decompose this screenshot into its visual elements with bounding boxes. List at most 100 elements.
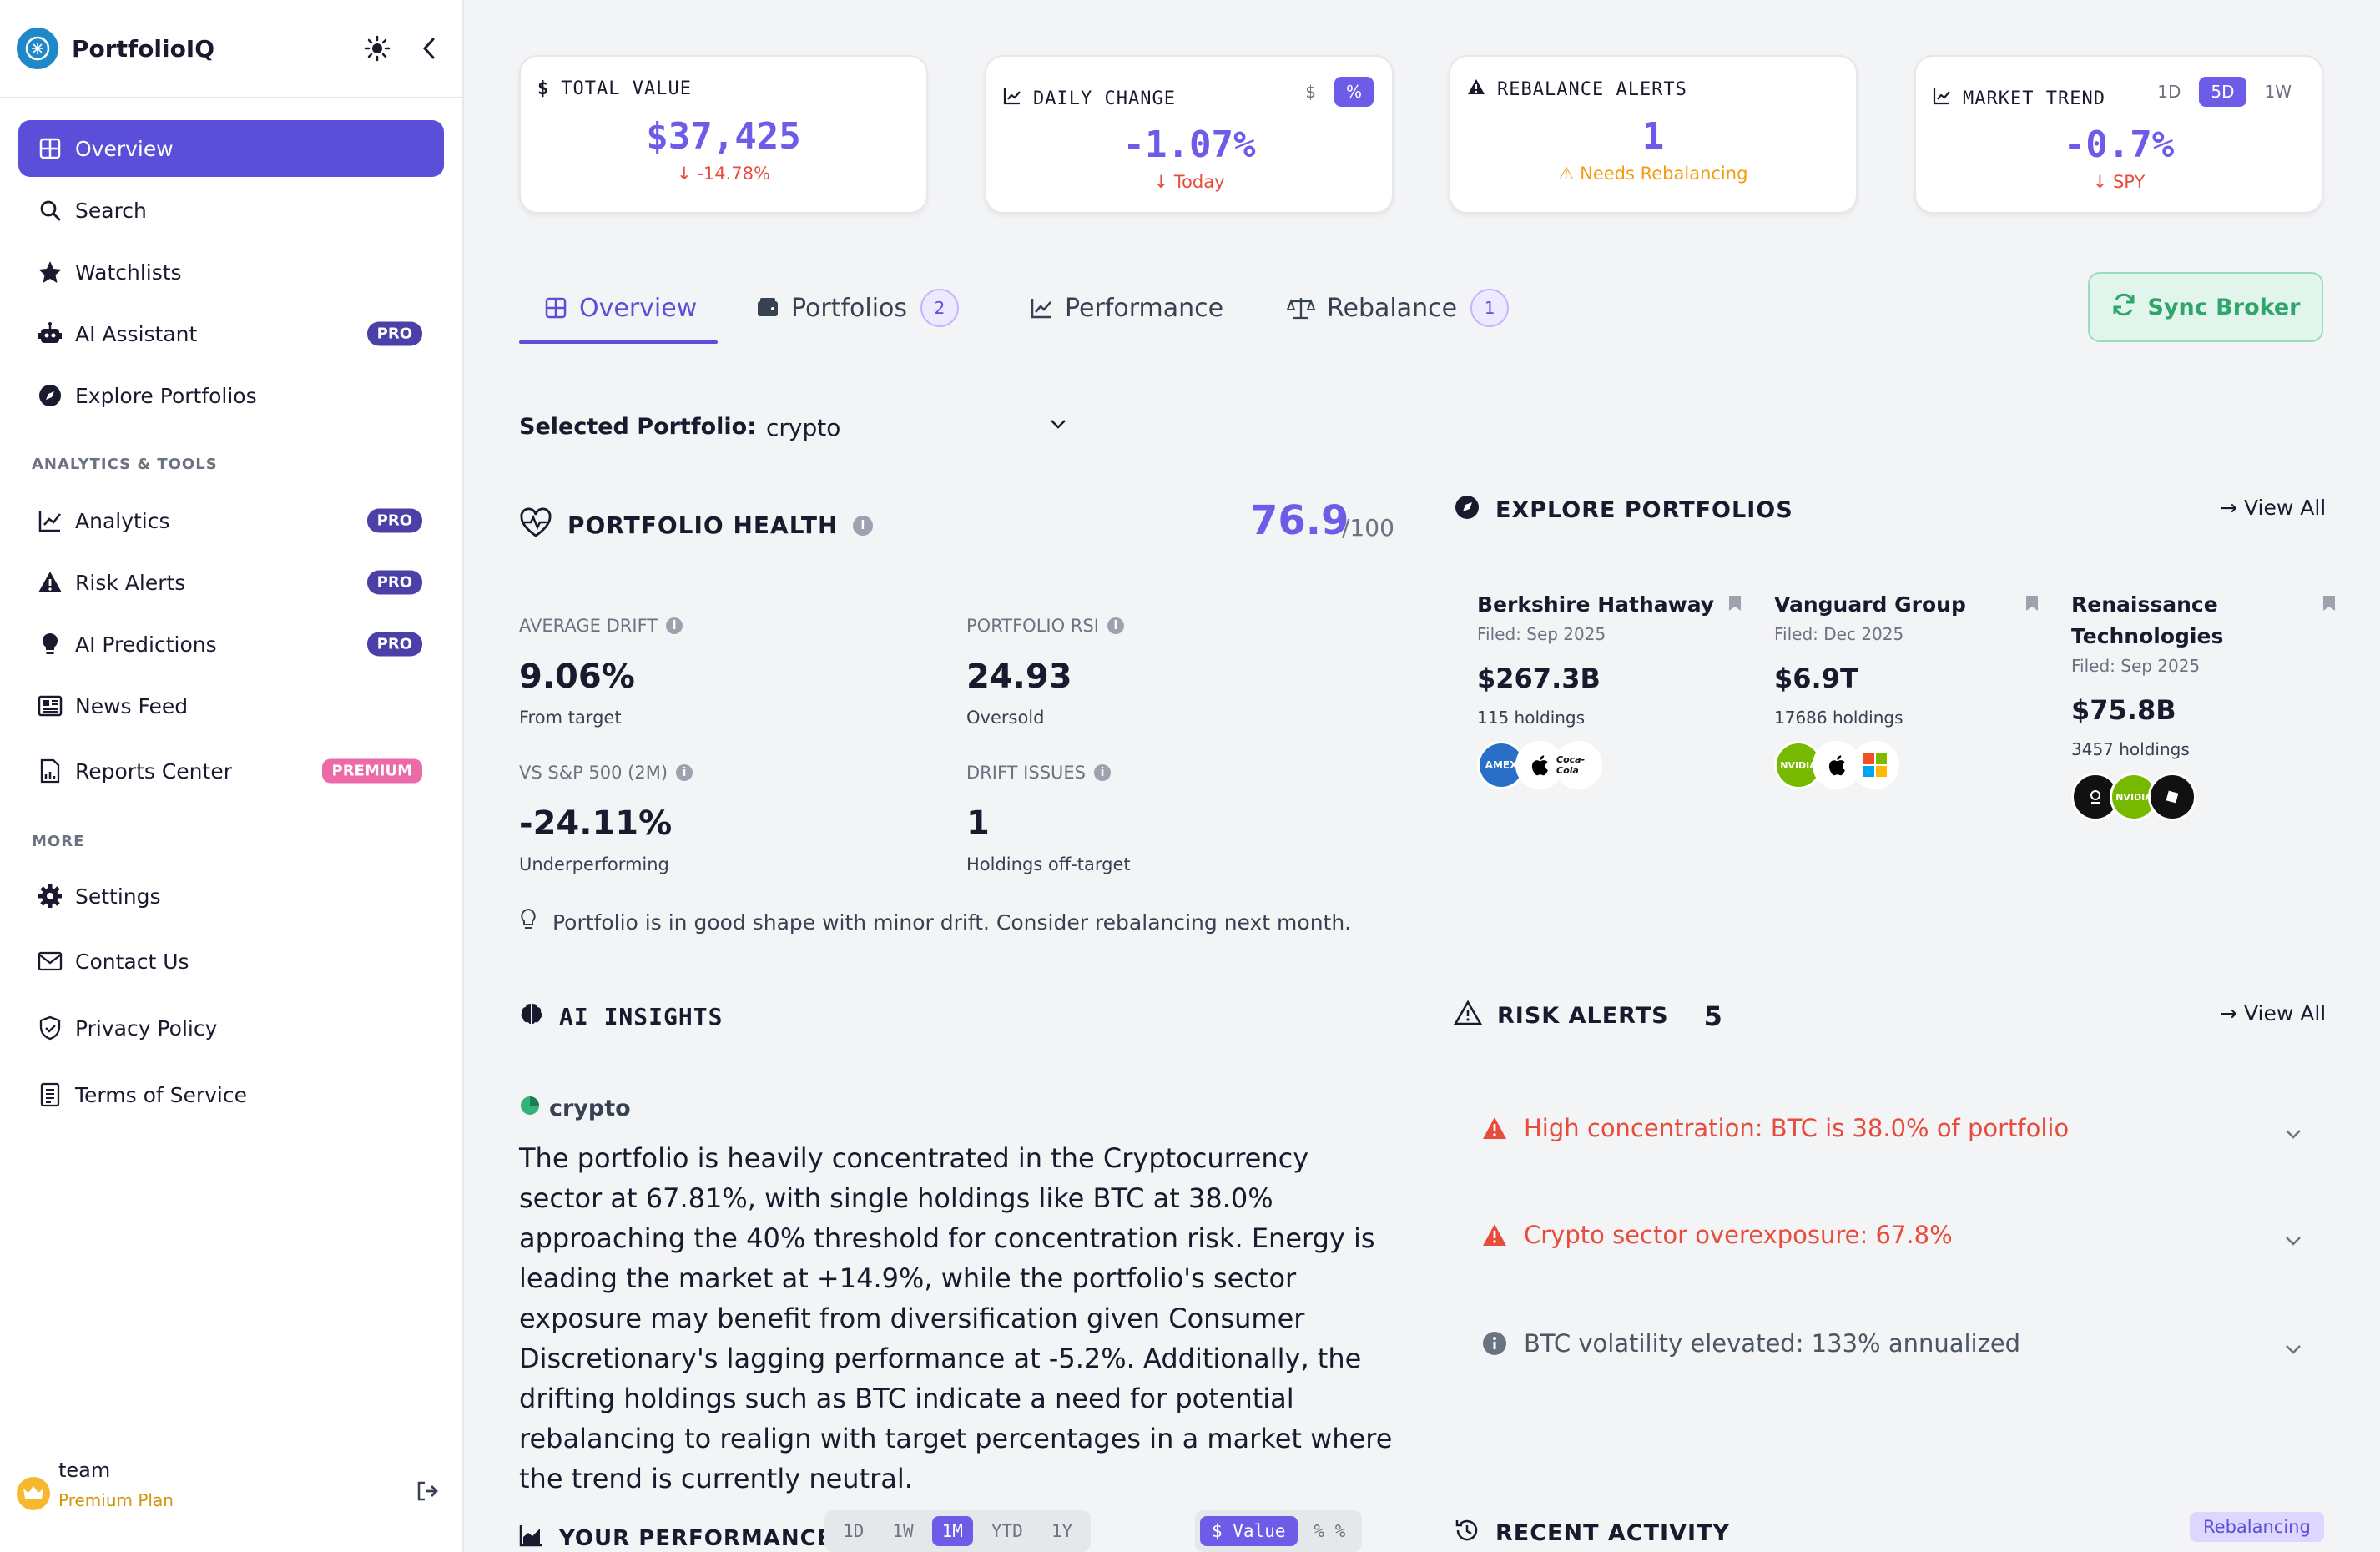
info-icon[interactable]: i [676, 764, 693, 781]
mode-percent[interactable]: % % [1314, 1521, 1346, 1541]
daily-toggle-dollar[interactable]: $ [1305, 82, 1316, 102]
explore-card-renaissance[interactable]: Renaissance Technologies Filed: Sep 2025… [2071, 589, 2347, 821]
risk-alert-item[interactable]: BTC volatility elevated: 133% annualized [1454, 1302, 2323, 1385]
chevron-down-icon[interactable] [2283, 1225, 2303, 1253]
nav-label: Reports Center [75, 758, 232, 784]
bookmark-icon[interactable] [2322, 594, 2337, 616]
nav-label: Watchlists [75, 260, 182, 285]
tab-performance[interactable]: Performance [1030, 272, 1223, 344]
nav-label: Settings [75, 884, 161, 909]
theme-toggle-sun-icon[interactable] [364, 35, 391, 65]
company-logo-icon [2148, 773, 2196, 821]
nav-item-overview[interactable]: Overview [18, 120, 444, 177]
collapse-sidebar-chevron-left-icon[interactable] [421, 37, 437, 63]
chevron-down-icon[interactable] [1048, 417, 1068, 434]
chevron-down-icon[interactable] [2283, 1118, 2303, 1146]
logout-icon[interactable] [416, 1480, 439, 1505]
nav-item-reports-center[interactable]: Reports Center PREMIUM [18, 743, 444, 799]
nav-item-search[interactable]: Search [18, 182, 444, 239]
daily-change-card: DAILY CHANGE $ % -1.07% ↓ Today [985, 55, 1394, 214]
sync-broker-button[interactable]: Sync Broker [2088, 272, 2323, 342]
explore-card-berkshire[interactable]: Berkshire Hathaway Filed: Sep 2025 $267.… [1477, 589, 1752, 789]
range-1y[interactable]: 1Y [1051, 1521, 1073, 1541]
bookmark-icon[interactable] [1727, 594, 1742, 616]
range-1w[interactable]: 1W [892, 1521, 914, 1541]
brand[interactable]: PortfolioIQ [17, 25, 214, 72]
mode-value[interactable]: $ Value [1200, 1516, 1298, 1546]
explore-card-value: $75.8B [2071, 694, 2176, 726]
nav-item-watchlists[interactable]: Watchlists [18, 244, 444, 300]
nav-item-settings[interactable]: Settings [18, 868, 444, 925]
recent-activity-badge: Rebalancing [2190, 1512, 2324, 1542]
brand-logo-icon [17, 28, 58, 69]
user-plan: Premium Plan [58, 1490, 174, 1510]
portfolio-selector[interactable]: crypto [766, 414, 841, 441]
nav-item-news-feed[interactable]: News Feed [18, 678, 444, 734]
nav-item-risk-alerts[interactable]: Risk Alerts PRO [18, 554, 444, 611]
arrow-down-icon: ↓ [677, 164, 692, 184]
chevron-down-icon[interactable] [2283, 1333, 2303, 1362]
nav-label: Contact Us [75, 949, 189, 974]
nav-item-ai-predictions[interactable]: AI Predictions PRO [18, 616, 444, 673]
trend-range-1w[interactable]: 1W [2264, 82, 2292, 102]
total-change-value: -14.78% [697, 164, 770, 184]
tab-label: Overview [579, 293, 698, 323]
card-label: TOTAL VALUE [561, 78, 692, 99]
divider [0, 97, 462, 98]
section-title-text: PORTFOLIO HEALTH [567, 511, 839, 539]
user-profile[interactable]: team Premium Plan [17, 1459, 447, 1525]
range-1m[interactable]: 1M [931, 1516, 973, 1546]
arrow-down-icon: ↓ [1153, 172, 1169, 192]
metric-value-vs-sp500: -24.11% [519, 804, 673, 843]
explore-card-filed: Filed: Sep 2025 [2071, 656, 2201, 676]
coca-cola-logo-icon: Coca-Cola [1554, 741, 1602, 789]
brand-name: PortfolioIQ [72, 34, 215, 63]
heart-pulse-icon [519, 507, 552, 543]
market-trend-value: -0.7% [2063, 123, 2175, 166]
bookmark-icon[interactable] [2025, 594, 2040, 616]
nav-item-privacy-policy[interactable]: Privacy Policy [18, 1000, 444, 1056]
area-chart-icon [519, 1524, 544, 1552]
explore-card-name: Vanguard Group [1774, 592, 1966, 617]
explore-view-all-link[interactable]: → View All [2220, 496, 2326, 520]
warning-icon: ⚠ [1558, 164, 1575, 184]
tab-overview[interactable]: Overview [544, 272, 697, 344]
explore-card-holdings: 115 holdings [1477, 708, 1586, 728]
info-icon[interactable]: i [853, 515, 874, 536]
metric-sub-vs-sp500: Underperforming [519, 854, 669, 874]
info-icon[interactable]: i [1107, 617, 1124, 634]
trend-range-5d[interactable]: 5D [2199, 77, 2246, 107]
risk-alert-item[interactable]: Crypto sector overexposure: 67.8% [1454, 1193, 2323, 1277]
nav-item-analytics[interactable]: Analytics PRO [18, 492, 444, 549]
nav-item-contact-us[interactable]: Contact Us [18, 933, 444, 990]
range-ytd[interactable]: YTD [991, 1521, 1023, 1541]
range-1d[interactable]: 1D [843, 1521, 865, 1541]
info-icon[interactable]: i [1094, 764, 1111, 781]
pro-badge: PRO [366, 632, 422, 657]
tab-portfolios[interactable]: Portfolios 2 [756, 272, 960, 344]
metric-value-drift-issues: 1 [966, 804, 990, 843]
nav-label: Analytics [75, 508, 170, 533]
trend-range-1d[interactable]: 1D [2157, 82, 2181, 102]
risk-alert-item[interactable]: High concentration: BTC is 38.0% of port… [1454, 1086, 2323, 1170]
nav-item-terms-of-service[interactable]: Terms of Service [18, 1066, 444, 1123]
info-icon[interactable]: i [666, 617, 683, 634]
health-note: Portfolio is in good shape with minor dr… [519, 908, 1351, 936]
nav-item-ai-assistant[interactable]: AI Assistant PRO [18, 305, 444, 362]
card-label: MARKET TREND [1963, 88, 2105, 109]
tab-active-indicator [519, 340, 718, 344]
lightbulb-icon [37, 631, 63, 658]
nav-item-explore-portfolios[interactable]: Explore Portfolios [18, 367, 444, 424]
risk-alert-text: BTC volatility elevated: 133% annualized [1524, 1329, 2021, 1358]
risk-view-all-link[interactable]: → View All [2220, 1001, 2326, 1025]
microsoft-logo-icon [1851, 741, 1899, 789]
pro-badge: PRO [366, 570, 422, 595]
explore-card-vanguard[interactable]: Vanguard Group Filed: Dec 2025 $6.9T 176… [1774, 589, 2050, 789]
lightbulb-icon [519, 908, 537, 936]
crown-icon [17, 1477, 50, 1510]
section-title-text: RISK ALERTS [1497, 1003, 1669, 1029]
tab-rebalance[interactable]: Rebalance 1 [1287, 272, 1510, 344]
recent-activity-title: RECENT ACTIVITY [1454, 1517, 1730, 1549]
user-name: team [58, 1459, 111, 1482]
daily-toggle-percent[interactable]: % [1334, 77, 1374, 107]
